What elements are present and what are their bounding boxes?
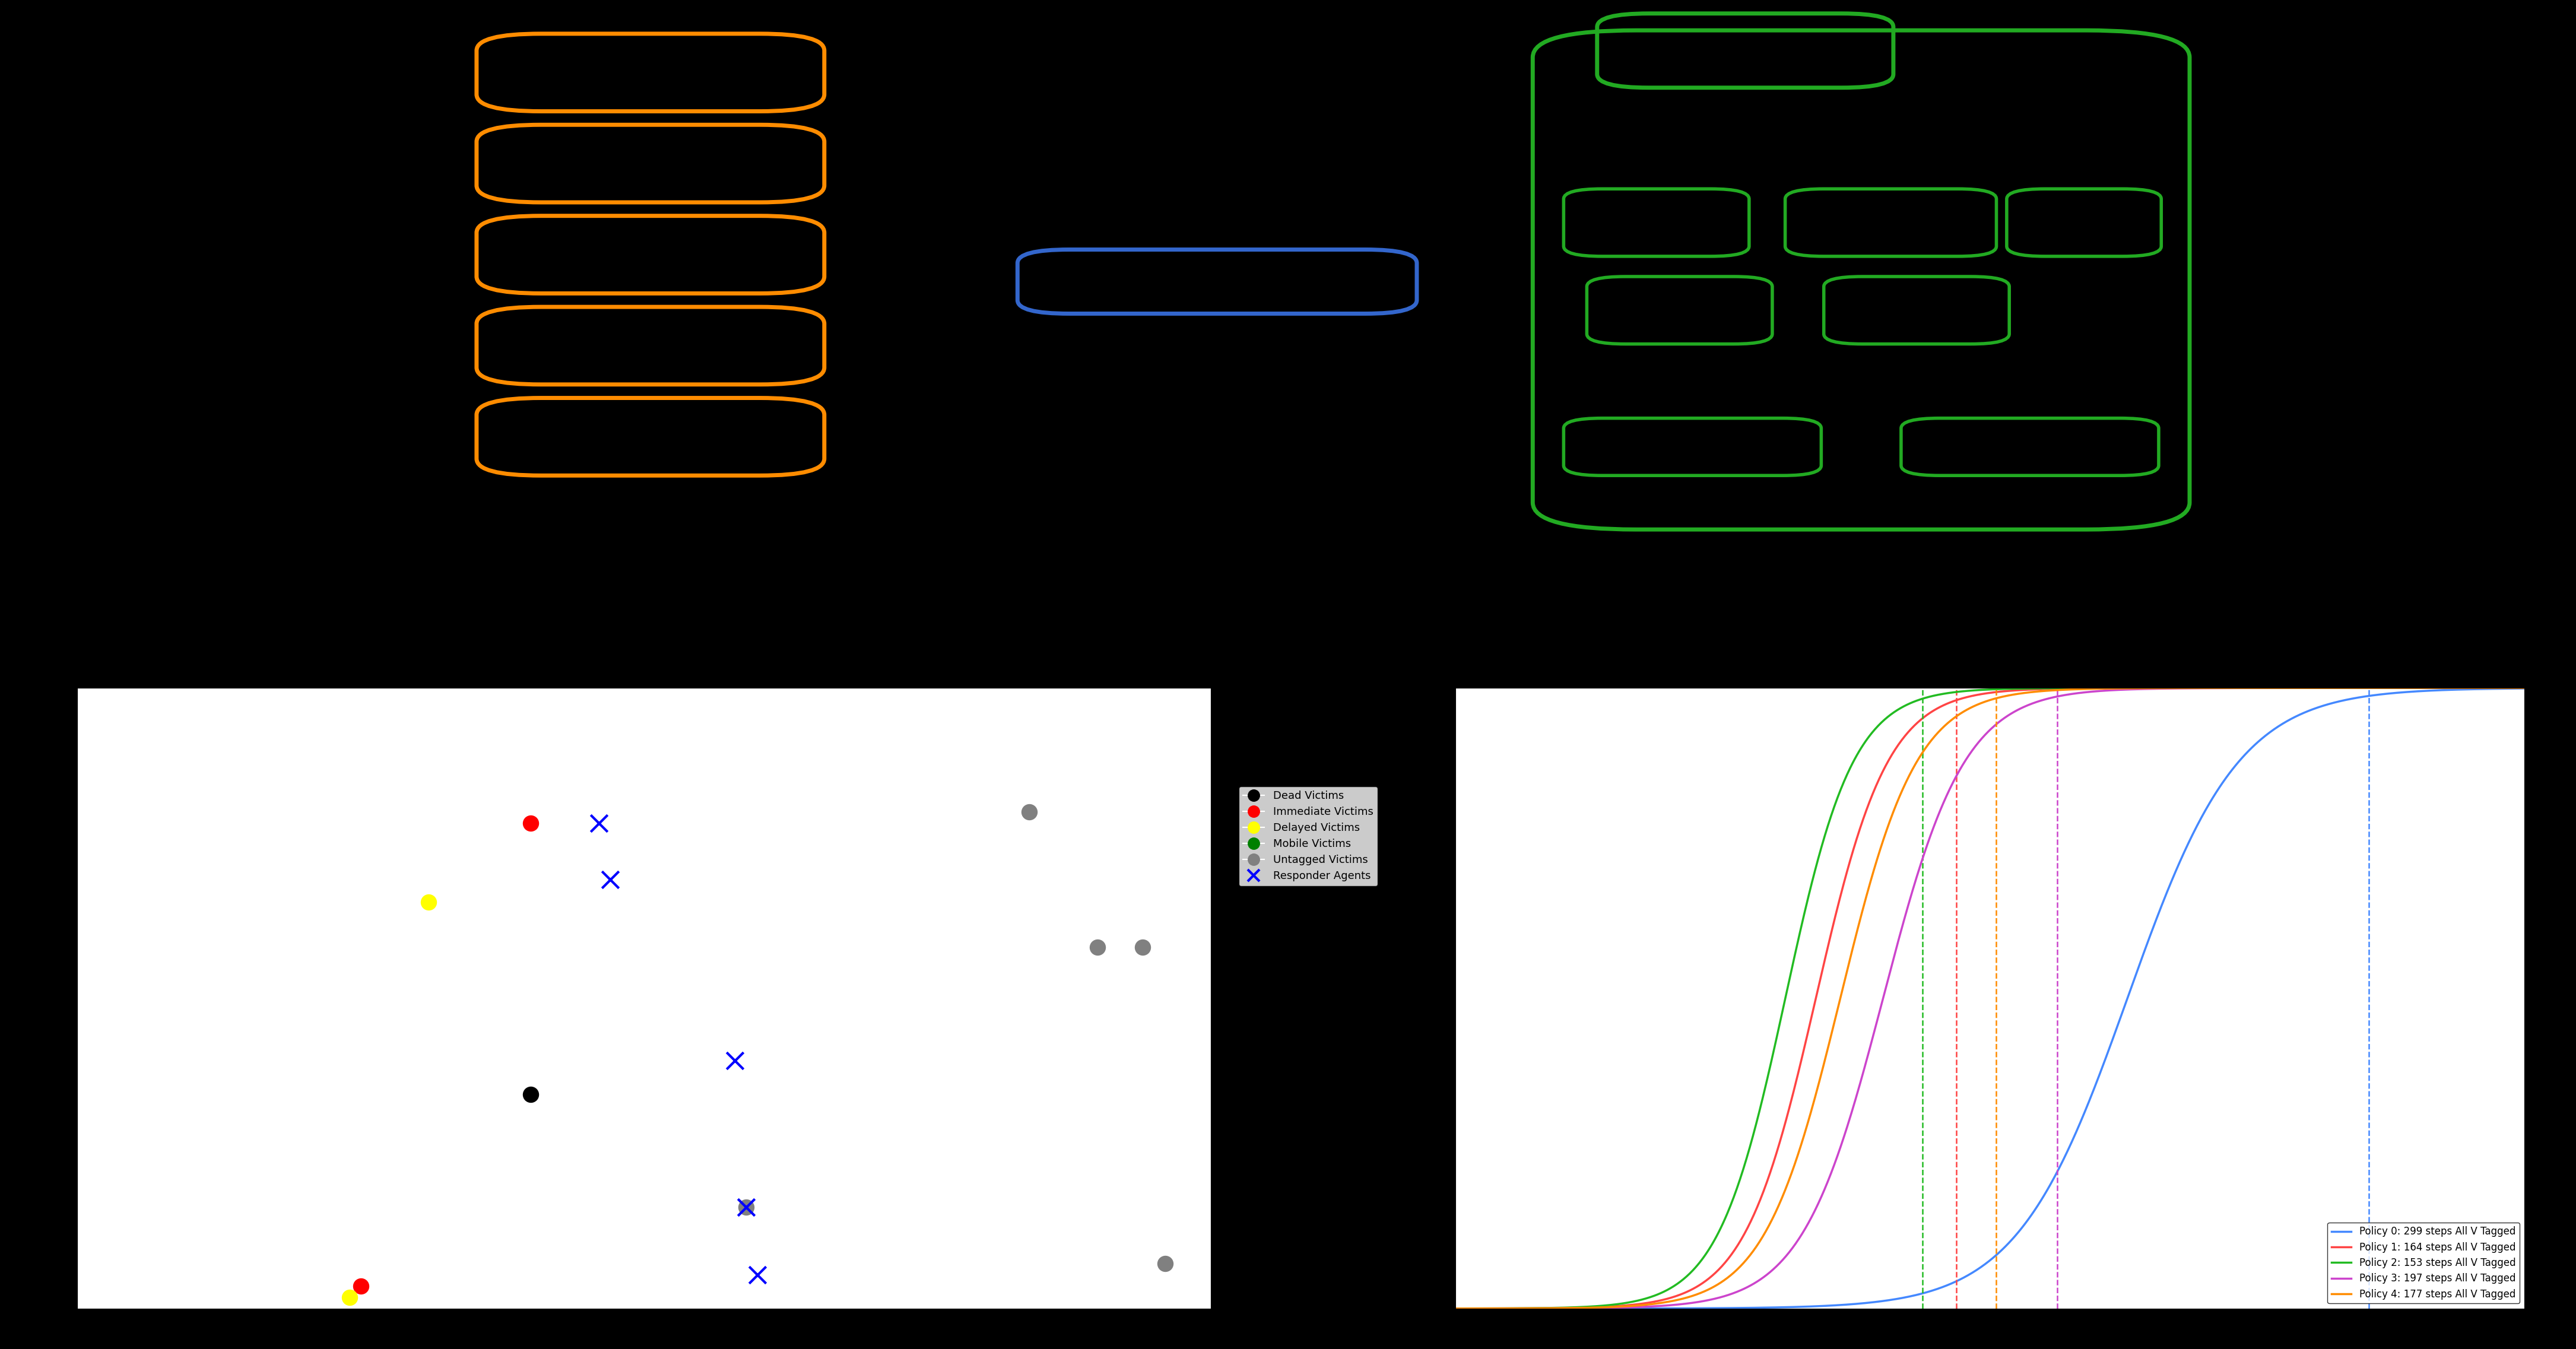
Legend: Dead Victims, Immediate Victims, Delayed Victims, Mobile Victims, Untagged Victi: Dead Victims, Immediate Victims, Delayed… (1239, 786, 1378, 886)
Policy 2: 153 steps All V Tagged: (35.7, 0.15): 153 steps All V Tagged: (35.7, 0.15) (1548, 1299, 1579, 1315)
Y-axis label: Total Victims Tagged: Total Victims Tagged (1412, 931, 1425, 1066)
Point (1123, 936, 1164, 958)
Y-axis label: Y Position: Y Position (41, 966, 54, 1031)
Policy 1: 164 steps All V Tagged: (154, 95.6): 164 steps All V Tagged: (154, 95.6) (1911, 707, 1942, 723)
Policy 1: 164 steps All V Tagged: (279, 100): 164 steps All V Tagged: (279, 100) (2293, 680, 2324, 696)
Line: Policy 1: 164 steps All V Tagged: Policy 1: 164 steps All V Tagged (1455, 688, 2524, 1309)
Point (737, 1264, 778, 1286)
Policy 0: 299 steps All V Tagged: (240, 75.4): 299 steps All V Tagged: (240, 75.4) (2174, 832, 2205, 849)
Point (510, 1083, 551, 1105)
Policy 1: 164 steps All V Tagged: (350, 100): 164 steps All V Tagged: (350, 100) (2509, 680, 2540, 696)
Policy 4: 177 steps All V Tagged: (240, 100): 177 steps All V Tagged: (240, 100) (2174, 680, 2205, 696)
Policy 1: 164 steps All V Tagged: (273, 100): 164 steps All V Tagged: (273, 100) (2275, 680, 2306, 696)
Point (714, 1050, 755, 1071)
Policy 3: 197 steps All V Tagged: (350, 100): 197 steps All V Tagged: (350, 100) (2509, 680, 2540, 696)
Policy 1: 164 steps All V Tagged: (35.7, 0.0918): 164 steps All V Tagged: (35.7, 0.0918) (1548, 1300, 1579, 1317)
Line: Policy 0: 299 steps All V Tagged: Policy 0: 299 steps All V Tagged (1455, 688, 2524, 1309)
Policy 4: 177 steps All V Tagged: (279, 100): 177 steps All V Tagged: (279, 100) (2293, 680, 2324, 696)
Policy 3: 197 steps All V Tagged: (154, 74.3): 197 steps All V Tagged: (154, 74.3) (1911, 839, 1942, 855)
Policy 2: 153 steps All V Tagged: (240, 100): 153 steps All V Tagged: (240, 100) (2174, 680, 2205, 696)
X-axis label: X Position: X Position (611, 1329, 677, 1341)
Policy 3: 197 steps All V Tagged: (279, 100): 197 steps All V Tagged: (279, 100) (2293, 680, 2324, 696)
Policy 4: 177 steps All V Tagged: (142, 77.6): 177 steps All V Tagged: (142, 77.6) (1873, 819, 1904, 835)
Point (1010, 801, 1051, 823)
Policy 3: 197 steps All V Tagged: (0, 0.00275): 197 steps All V Tagged: (0, 0.00275) (1440, 1300, 1471, 1317)
Point (1144, 1253, 1185, 1275)
Title: MCI Multi-Agent Simulation: MCI Multi-Agent Simulation (549, 672, 739, 687)
Policy 4: 177 steps All V Tagged: (154, 90.5): 177 steps All V Tagged: (154, 90.5) (1911, 739, 1942, 755)
Point (340, 1275, 381, 1296)
Line: Policy 3: 197 steps All V Tagged: Policy 3: 197 steps All V Tagged (1455, 688, 2524, 1309)
Policy 0: 299 steps All V Tagged: (350, 99.9): 299 steps All V Tagged: (350, 99.9) (2509, 680, 2540, 696)
Line: Policy 2: 153 steps All V Tagged: Policy 2: 153 steps All V Tagged (1455, 688, 2524, 1309)
X-axis label: Steps: Steps (1971, 1329, 2009, 1341)
Policy 1: 164 steps All V Tagged: (142, 88.1): 164 steps All V Tagged: (142, 88.1) (1873, 754, 1904, 770)
Policy 0: 299 steps All V Tagged: (154, 2.6): 299 steps All V Tagged: (154, 2.6) (1911, 1284, 1942, 1300)
Policy 0: 299 steps All V Tagged: (35.7, 0.00397): 299 steps All V Tagged: (35.7, 0.00397) (1548, 1300, 1579, 1317)
Policy 1: 164 steps All V Tagged: (240, 100): 164 steps All V Tagged: (240, 100) (2174, 680, 2205, 696)
Policy 0: 299 steps All V Tagged: (279, 96.3): 299 steps All V Tagged: (279, 96.3) (2293, 703, 2324, 719)
Point (1077, 936, 1118, 958)
Policy 3: 197 steps All V Tagged: (273, 100): 197 steps All V Tagged: (273, 100) (2275, 680, 2306, 696)
Policy 2: 153 steps All V Tagged: (142, 95.3): 153 steps All V Tagged: (142, 95.3) (1873, 708, 1904, 724)
Legend: Policy 0: 299 steps All V Tagged, Policy 1: 164 steps All V Tagged, Policy 2: 15: Policy 0: 299 steps All V Tagged, Policy… (2329, 1222, 2519, 1303)
Point (577, 812, 618, 834)
Policy 2: 153 steps All V Tagged: (273, 100): 153 steps All V Tagged: (273, 100) (2275, 680, 2306, 696)
Policy 2: 153 steps All V Tagged: (279, 100): 153 steps All V Tagged: (279, 100) (2293, 680, 2324, 696)
Policy 4: 177 steps All V Tagged: (0, 0.00419): 177 steps All V Tagged: (0, 0.00419) (1440, 1300, 1471, 1317)
Policy 0: 299 steps All V Tagged: (0, 0.000556): 299 steps All V Tagged: (0, 0.000556) (1440, 1300, 1471, 1317)
Policy 2: 153 steps All V Tagged: (350, 100): 153 steps All V Tagged: (350, 100) (2509, 680, 2540, 696)
Policy 4: 177 steps All V Tagged: (35.7, 0.073): 177 steps All V Tagged: (35.7, 0.073) (1548, 1300, 1579, 1317)
Policy 3: 197 steps All V Tagged: (240, 99.9): 197 steps All V Tagged: (240, 99.9) (2174, 680, 2205, 696)
Point (590, 869, 631, 890)
Policy 3: 197 steps All V Tagged: (35.7, 0.0402): 197 steps All V Tagged: (35.7, 0.0402) (1548, 1300, 1579, 1317)
Policy 3: 197 steps All V Tagged: (142, 52.9): 197 steps All V Tagged: (142, 52.9) (1873, 973, 1904, 989)
Line: Policy 4: 177 steps All V Tagged: Policy 4: 177 steps All V Tagged (1455, 688, 2524, 1309)
Point (407, 892, 448, 913)
Policy 0: 299 steps All V Tagged: (273, 94.8): 299 steps All V Tagged: (273, 94.8) (2275, 712, 2306, 728)
Policy 1: 164 steps All V Tagged: (0, 0.00441): 164 steps All V Tagged: (0, 0.00441) (1440, 1300, 1471, 1317)
Point (510, 812, 551, 834)
Policy 2: 153 steps All V Tagged: (154, 98.5): 153 steps All V Tagged: (154, 98.5) (1911, 689, 1942, 706)
Title: Total Victims Tagged over Time by 20 Responders Comparing Policies: Total Victims Tagged over Time by 20 Res… (1775, 673, 2205, 685)
Point (726, 1197, 768, 1218)
Policy 4: 177 steps All V Tagged: (273, 100): 177 steps All V Tagged: (273, 100) (2275, 680, 2306, 696)
Policy 0: 299 steps All V Tagged: (142, 1.32): 299 steps All V Tagged: (142, 1.32) (1873, 1292, 1904, 1309)
Policy 2: 153 steps All V Tagged: (0, 0.00601): 153 steps All V Tagged: (0, 0.00601) (1440, 1300, 1471, 1317)
Point (330, 1287, 371, 1309)
Point (726, 1197, 768, 1218)
Policy 4: 177 steps All V Tagged: (350, 100): 177 steps All V Tagged: (350, 100) (2509, 680, 2540, 696)
